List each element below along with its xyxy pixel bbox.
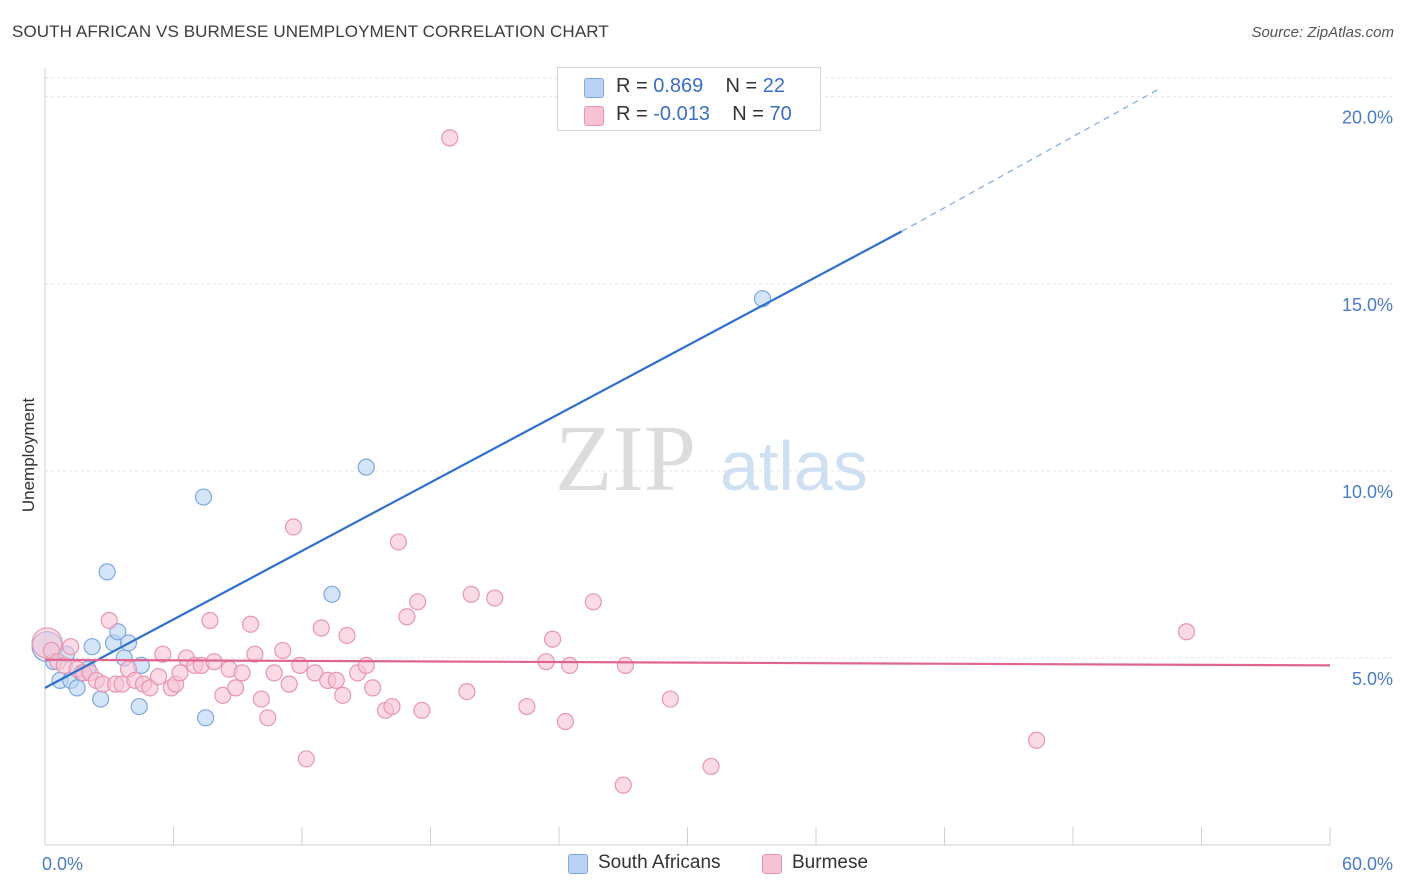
burmese-point <box>154 645 172 663</box>
burmese-point <box>661 690 679 708</box>
grid-layer <box>45 77 1395 659</box>
bottom-legend-label: Burmese <box>792 852 869 873</box>
burmese-point <box>1027 731 1046 749</box>
south-african-trend-line <box>44 230 903 689</box>
burmese-point <box>149 668 168 686</box>
burmese-point <box>702 757 720 776</box>
legend-r-value: 0.869 <box>653 75 704 97</box>
legend-n-label: N = <box>732 103 770 125</box>
south-african-point <box>68 679 86 697</box>
burmese-point <box>171 664 189 682</box>
burmese-point <box>556 712 575 731</box>
burmese-point <box>334 686 352 704</box>
y-axis-label: Unemployment <box>19 398 38 513</box>
burmese-point <box>383 697 401 716</box>
burmese-point <box>543 630 562 648</box>
south-african-point <box>83 638 101 656</box>
watermark-zip: ZIP <box>555 407 696 511</box>
burmese-point <box>413 701 431 719</box>
watermark: ZIP atlas <box>555 407 868 511</box>
burmese-point <box>327 671 345 689</box>
ticks-layer: 5.0% 10.0% 15.0% 20.0% 0.0% 60.0% <box>42 108 1393 874</box>
bottom-legend-label: South Africans <box>598 852 721 873</box>
legend-r-label: R = <box>616 103 654 125</box>
x-tick-label: 60.0% <box>1342 854 1393 874</box>
burmese-point <box>518 697 536 716</box>
south-african-trend-extension <box>901 88 1159 232</box>
burmese-point <box>242 615 260 633</box>
burmese-point <box>561 656 579 675</box>
y-tick-label: 10.0% <box>1342 482 1393 502</box>
trend-layer <box>44 88 1331 689</box>
legend-r-value: -0.013 <box>653 103 710 125</box>
legend-swatch-pink <box>762 854 782 874</box>
burmese-point <box>398 608 416 626</box>
burmese-point <box>252 690 270 708</box>
south-african-point <box>130 697 148 716</box>
burmese-point <box>233 664 251 682</box>
legend-swatch-blue <box>584 78 604 98</box>
burmese-point <box>312 619 330 637</box>
watermark-atlas: atlas <box>720 427 868 505</box>
burmese-point <box>357 656 375 675</box>
burmese-point <box>62 638 80 656</box>
burmese-point <box>389 533 407 551</box>
burmese-point <box>458 682 476 701</box>
burmese-point <box>259 709 277 727</box>
south-african-point <box>357 458 375 476</box>
south-african-point <box>98 563 116 581</box>
burmese-point <box>205 653 223 671</box>
chart-title: SOUTH AFRICAN VS BURMESE UNEMPLOYMENT CO… <box>12 22 609 41</box>
burmese-point <box>201 611 219 630</box>
burmese-point <box>338 626 356 645</box>
burmese-point <box>284 518 303 536</box>
burmese-point <box>227 679 245 697</box>
burmese-trend-line <box>44 658 1331 667</box>
legend-n-label: N = <box>725 75 763 97</box>
y-tick-label: 5.0% <box>1352 669 1393 689</box>
burmese-point <box>280 675 298 693</box>
correlation-legend: R = 0.869 N = 22 R = -0.013 N = 70 <box>557 67 821 131</box>
source-label: Source: ZipAtlas.com <box>1251 24 1394 41</box>
legend-n-value: 70 <box>769 103 792 125</box>
south-african-point <box>194 488 213 506</box>
burmese-point <box>306 664 324 682</box>
burmese-point <box>214 686 232 704</box>
axis-layer <box>44 68 1331 846</box>
burmese-point <box>614 776 632 794</box>
south-african-point <box>92 690 110 708</box>
burmese-point <box>616 656 634 675</box>
y-tick-label: 20.0% <box>1342 108 1393 128</box>
south-african-point <box>197 709 215 727</box>
burmese-point <box>441 129 459 147</box>
south-african-point <box>323 585 341 603</box>
burmese-point <box>1177 623 1196 641</box>
burmese-point <box>364 679 382 697</box>
burmese-point <box>462 585 480 603</box>
legend-swatch-blue <box>568 854 588 874</box>
burmese-point <box>409 593 427 611</box>
burmese-point <box>584 593 602 611</box>
legend-swatch-pink <box>584 106 604 126</box>
legend-r-label: R = <box>616 75 654 97</box>
burmese-point <box>265 664 283 682</box>
burmese-point <box>246 645 264 663</box>
y-tick-label: 15.0% <box>1342 295 1393 315</box>
burmese-point <box>297 750 315 768</box>
x-tick-label: 0.0% <box>42 854 83 874</box>
legend-n-value: 22 <box>762 75 786 97</box>
burmese-point <box>274 641 292 660</box>
burmese-point <box>100 611 118 630</box>
burmese-point <box>486 589 504 607</box>
